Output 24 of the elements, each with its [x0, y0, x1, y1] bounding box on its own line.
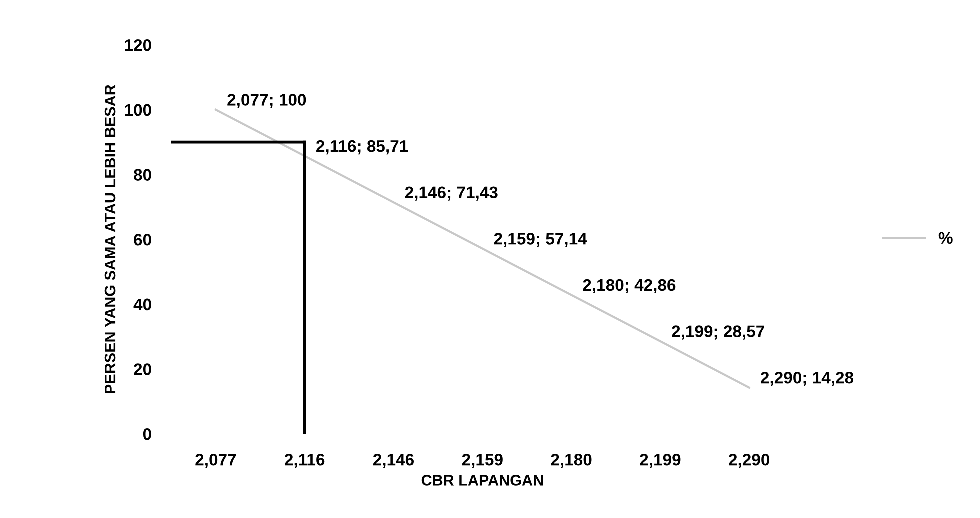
data-label: 2,077; 100 — [228, 94, 306, 108]
x-tick-label: 2,077 — [196, 454, 236, 468]
x-tick-label: 2,199 — [640, 454, 681, 468]
legend-label: % — [938, 232, 953, 244]
y-tick-label: 40 — [134, 298, 152, 311]
y-tick-label: 120 — [125, 39, 152, 52]
data-label: 2,159; 57,14 — [494, 233, 588, 248]
data-label: 2,180; 42,86 — [583, 279, 676, 294]
data-label: 2,116; 85,71 — [316, 140, 408, 155]
y-tick-label: 80 — [134, 169, 152, 181]
y-tick-label: 20 — [134, 364, 152, 376]
y-tick-label: 0 — [143, 428, 152, 440]
data-label: 2,290; 14,28 — [761, 372, 854, 386]
y-axis-title: PERSEN YANG SAMA ATAU LEBIH BESAR — [104, 84, 116, 394]
data-label: 2,199; 28,57 — [672, 326, 764, 340]
x-tick-label: 2,290 — [729, 454, 770, 468]
x-axis-title: CBR LAPANGAN — [422, 475, 544, 486]
y-tick-label: 100 — [125, 104, 152, 116]
x-tick-label: 2,146 — [373, 454, 414, 468]
x-tick-label: 2,180 — [551, 454, 592, 468]
y-tick-label: 60 — [134, 234, 152, 246]
x-tick-label: 2,159 — [462, 454, 503, 468]
data-label: 2,146; 71,43 — [405, 186, 498, 201]
x-tick-label: 2,116 — [285, 454, 325, 468]
